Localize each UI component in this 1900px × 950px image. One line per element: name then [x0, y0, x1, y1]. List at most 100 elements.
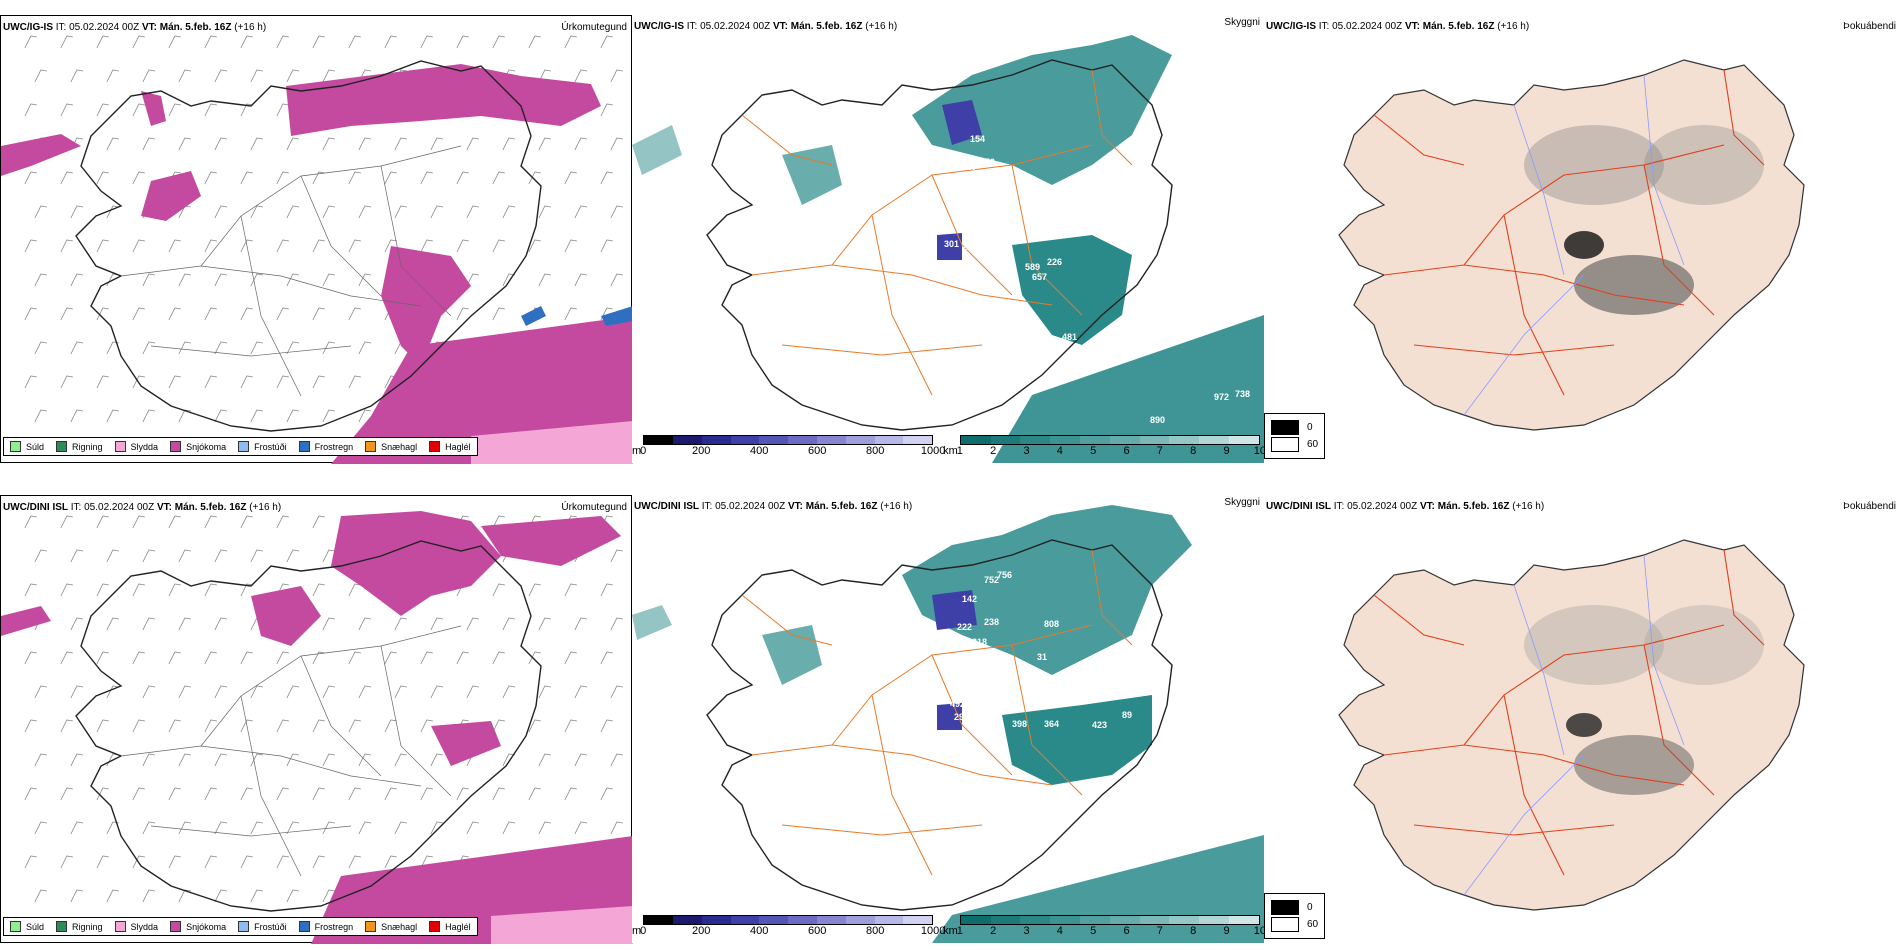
cloud-base-label: 292 — [954, 712, 969, 722]
panel-title: UWC/DINI ISL IT: 05.02.2024 00Z VT: Mán.… — [1266, 501, 1545, 512]
panel-name: Skyggni — [1224, 497, 1260, 508]
legend-item: Rigning — [50, 918, 109, 935]
wind-barb — [456, 35, 469, 49]
scale-cell — [960, 916, 991, 924]
scale-tick: 10 — [1253, 445, 1266, 457]
snow-area — [1, 134, 81, 176]
wind-barb — [492, 239, 505, 253]
scale-cell — [701, 916, 731, 924]
wind-barb — [466, 205, 479, 219]
wind-barb — [276, 515, 289, 529]
iceland-outline — [706, 59, 1173, 431]
wind-barb — [214, 409, 227, 423]
wind-barb — [574, 821, 587, 835]
wind-barb — [312, 651, 325, 665]
scale-tick: 4 — [1056, 445, 1063, 457]
wind-barb — [96, 515, 109, 529]
wind-barb — [610, 205, 623, 219]
legend-label: Frostregn — [314, 921, 354, 932]
wind-barb — [276, 103, 289, 117]
wind-barb — [564, 171, 577, 185]
legend-label: Snæhagl — [381, 441, 418, 452]
scale-cell — [1080, 916, 1110, 924]
freezing-rain-area — [601, 306, 633, 326]
wind-barb — [610, 273, 623, 287]
wind-barb — [538, 273, 551, 287]
scale-cell — [816, 436, 846, 444]
scale-tick: 400 — [749, 925, 769, 937]
wind-barb — [142, 753, 155, 767]
legend-swatch — [56, 441, 68, 452]
wind-barb — [600, 239, 613, 253]
wind-barb — [250, 205, 263, 219]
wind-barb — [276, 35, 289, 49]
scale-tick: 10 — [1253, 925, 1266, 937]
wind-barb — [358, 617, 371, 631]
fog-patch — [1564, 231, 1604, 259]
wind-barb — [574, 69, 587, 83]
wind-barb — [168, 719, 181, 733]
scale-cell — [845, 436, 875, 444]
cloud-base-label: 238 — [984, 617, 999, 627]
wind-barb — [348, 583, 361, 597]
scale-cell — [1109, 436, 1140, 444]
cloud-base-label: 481 — [1062, 332, 1077, 342]
wind-barb — [574, 685, 587, 699]
cloud-base-label: 756 — [997, 570, 1012, 580]
wind-barb — [348, 239, 361, 253]
scale-cell — [1139, 916, 1170, 924]
wind-barb — [132, 583, 145, 597]
cloud-base-label: 154 — [970, 134, 985, 144]
fog-key: 0 60 — [1264, 413, 1326, 459]
wind-barb — [286, 685, 299, 699]
wind-barb — [528, 35, 541, 49]
panel-name: Úrkomutegund — [561, 502, 627, 513]
scale-cell — [644, 916, 673, 924]
wind-barb — [466, 685, 479, 699]
wind-barb — [492, 719, 505, 733]
scale-unit: km — [943, 445, 958, 457]
precip-panel-row1: UWC/IG-IS IT: 05.02.2024 00Z VT: Mán. 5.… — [0, 15, 633, 464]
wind-barb — [600, 103, 613, 117]
panel-title: UWC/IG-IS IT: 05.02.2024 00Z VT: Mán. 5.… — [1266, 21, 1530, 32]
wind-barb — [96, 583, 109, 597]
wind-barb — [420, 787, 433, 801]
wind-barb — [214, 205, 227, 219]
wind-barb — [214, 889, 227, 903]
scale-tick: 9 — [1223, 925, 1230, 937]
wind-barb — [610, 137, 623, 151]
scale-cell — [1199, 436, 1230, 444]
wind-barb — [466, 273, 479, 287]
legend-item: Súld — [4, 438, 50, 455]
scale-tick: 800 — [865, 445, 885, 457]
teal-area — [782, 145, 842, 205]
fog-key-label: 0 — [1307, 422, 1313, 433]
scale-tick: 600 — [807, 445, 827, 457]
snow-area — [141, 171, 201, 221]
scale-cell — [990, 436, 1021, 444]
wind-barb — [168, 35, 181, 49]
wind-barb — [492, 35, 505, 49]
wind-barb — [96, 35, 109, 49]
wind-barb — [528, 239, 541, 253]
cloud-base-label: 218 — [972, 637, 987, 647]
wind-barb — [240, 307, 253, 321]
legend-item: Snjókoma — [164, 918, 232, 935]
wind-barb — [528, 719, 541, 733]
wind-barb — [430, 617, 443, 631]
wind-barb — [60, 239, 73, 253]
wind-barb — [204, 307, 217, 321]
wind-barb — [168, 239, 181, 253]
scale-tick: 5 — [1090, 445, 1097, 457]
wind-barb — [384, 855, 397, 869]
wind-barb — [574, 137, 587, 151]
fog-key-swatch — [1271, 437, 1299, 452]
legend-item: Frostregn — [293, 918, 360, 935]
scale-cell — [874, 916, 904, 924]
wind-barb — [430, 821, 443, 835]
wind-barb — [60, 375, 73, 389]
wind-barb — [250, 889, 263, 903]
legend-swatch — [429, 921, 441, 932]
